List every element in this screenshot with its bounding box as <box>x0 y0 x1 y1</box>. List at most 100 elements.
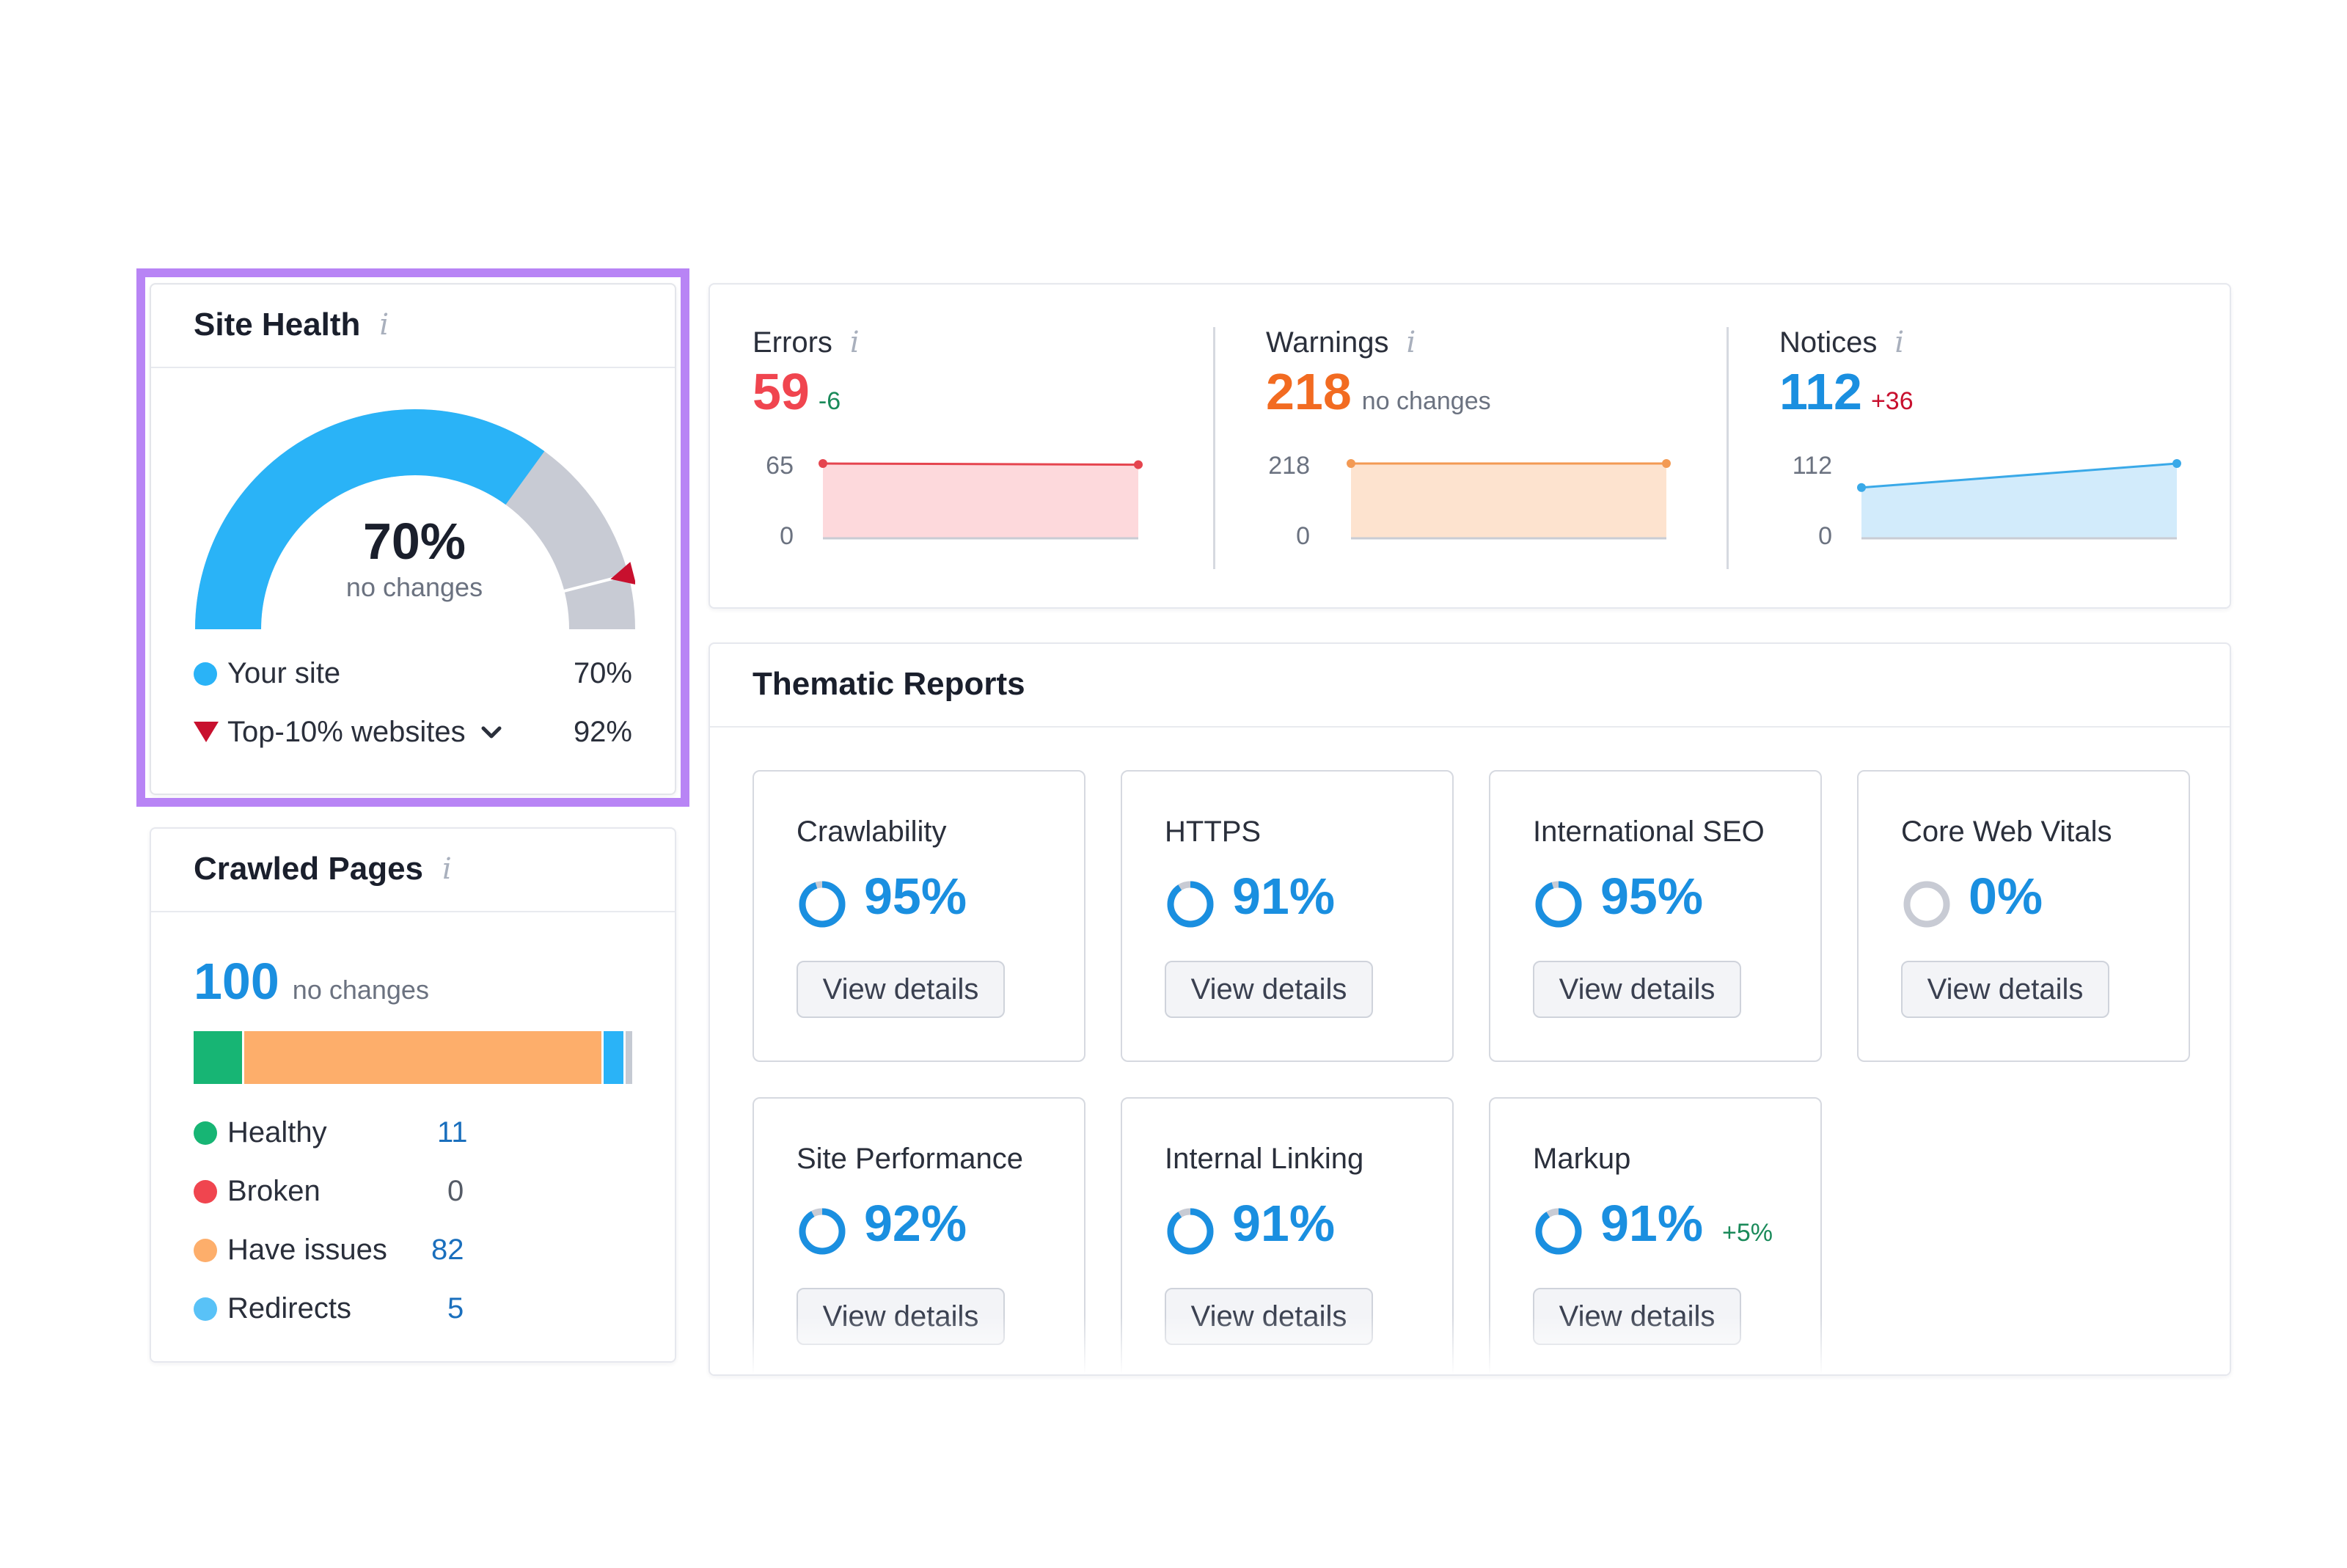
report-title: Markup <box>1533 1143 1631 1175</box>
legend-healthy-value[interactable]: 11 <box>437 1116 468 1148</box>
crawled-pages-total[interactable]: 100 <box>194 953 279 1010</box>
legend-have-issues[interactable]: Have issues <box>194 1234 387 1267</box>
crawl-bar-segment-other[interactable] <box>623 1031 632 1084</box>
legend-your-site: Your site <box>194 657 340 690</box>
fade-overlay <box>151 1332 675 1361</box>
report-score[interactable]: 0% <box>1969 868 2043 925</box>
notices-sparkline <box>1857 459 2181 540</box>
progress-ring-icon <box>799 1208 846 1255</box>
info-icon[interactable]: i <box>849 326 860 359</box>
report-score[interactable]: 92% <box>864 1195 967 1252</box>
report-score[interactable]: 95% <box>864 868 967 925</box>
sparkline-point[interactable] <box>819 459 827 468</box>
progress-ring-fill <box>1535 881 1582 928</box>
legend-top10[interactable]: Top-10% websites <box>194 716 502 749</box>
notices-widget[interactable]: Notices i 112 +36 112 0 <box>1779 326 2219 575</box>
crawl-bar-segment-have-issues[interactable] <box>241 1031 602 1084</box>
sparkline-point[interactable] <box>1662 459 1671 468</box>
crawled-pages-card: Crawled Pages i 100 no changes Healthy 1… <box>150 827 676 1363</box>
progress-ring-icon <box>1167 881 1214 928</box>
progress-ring-track <box>1903 881 1950 928</box>
errors-label: Errors <box>753 326 832 359</box>
legend-label: Redirects <box>227 1292 351 1325</box>
legend-redirects[interactable]: Redirects <box>194 1292 351 1325</box>
notices-value[interactable]: 112 <box>1779 363 1862 420</box>
info-icon[interactable]: i <box>1894 326 1905 359</box>
your-site-dot <box>194 662 217 686</box>
progress-ring-icon <box>1167 1208 1214 1255</box>
sparkline-area <box>1351 464 1666 538</box>
report-card-international-seo[interactable]: International SEO 95% View details <box>1489 770 1822 1062</box>
report-title: Core Web Vitals <box>1901 816 2112 848</box>
errors-axis-max: 65 <box>766 452 794 480</box>
warnings-widget[interactable]: Warnings i 218 no changes 218 0 <box>1266 326 1706 575</box>
report-score[interactable]: 95% <box>1600 868 1704 925</box>
triangle-down-icon <box>610 562 635 585</box>
legend-have-issues-value[interactable]: 82 <box>431 1234 464 1266</box>
sparkline-point[interactable] <box>1134 460 1143 469</box>
column-divider <box>1727 327 1729 569</box>
report-score[interactable]: 91% <box>1232 1195 1336 1252</box>
sparkline-point[interactable] <box>1347 459 1355 468</box>
notices-label: Notices <box>1779 326 1878 359</box>
legend-label: Your site <box>227 657 341 689</box>
legend-redirects-value[interactable]: 5 <box>447 1292 464 1325</box>
report-title: International SEO <box>1533 816 1765 848</box>
site-health-change: no changes <box>345 572 483 602</box>
progress-ring-fill <box>1167 881 1214 928</box>
column-divider <box>1213 327 1215 569</box>
errors-value[interactable]: 59 <box>753 363 810 420</box>
legend-broken-value: 0 <box>447 1175 464 1207</box>
report-title: HTTPS <box>1165 816 1262 848</box>
report-delta: +5% <box>1722 1219 1773 1247</box>
warnings-label: Warnings <box>1266 326 1389 359</box>
view-details-button[interactable]: View details <box>1165 961 1373 1018</box>
thematic-reports-card: Thematic Reports Crawlability 95% View det… <box>709 642 2231 1376</box>
progress-ring-fill <box>799 1208 846 1255</box>
thematic-reports-title: Thematic Reports <box>753 666 1025 702</box>
divider <box>151 367 675 368</box>
progress-ring-icon <box>1903 881 1950 928</box>
crawl-bar-segment-redirects[interactable] <box>601 1031 624 1084</box>
site-health-title: Site Health <box>194 307 361 342</box>
progress-ring-icon <box>799 881 846 928</box>
legend-label: Healthy <box>227 1116 327 1148</box>
sparkline-line <box>822 462 1139 466</box>
report-title: Internal Linking <box>1165 1143 1364 1175</box>
healthy-dot <box>194 1121 217 1145</box>
view-details-button[interactable]: View details <box>1533 961 1741 1018</box>
info-icon[interactable]: i <box>1406 326 1416 359</box>
view-details-button[interactable]: View details <box>1901 961 2109 1018</box>
report-title: Site Performance <box>797 1143 1024 1175</box>
errors-widget[interactable]: Errors i 59 -6 65 0 <box>753 326 1193 575</box>
sparkline-point[interactable] <box>2172 459 2181 468</box>
progress-ring-fill <box>799 881 846 928</box>
legend-label: Broken <box>227 1175 321 1207</box>
legend-broken[interactable]: Broken <box>194 1175 321 1208</box>
report-score[interactable]: 91% <box>1232 868 1336 925</box>
warnings-value[interactable]: 218 <box>1266 363 1352 420</box>
notices-axis-max: 112 <box>1792 452 1832 480</box>
chevron-down-icon[interactable] <box>480 722 502 744</box>
view-details-button[interactable]: View details <box>797 961 1005 1018</box>
issues-card: Errors i 59 -6 65 0 Warnings i 218 no ch… <box>709 283 2231 609</box>
progress-ring-fill <box>1535 1208 1582 1255</box>
report-card-https[interactable]: HTTPS 91% View details <box>1121 770 1454 1062</box>
report-score[interactable]: 91% <box>1600 1195 1704 1252</box>
progress-ring-icon <box>1535 1208 1582 1255</box>
have-issues-dot <box>194 1238 217 1262</box>
sparkline-line <box>1861 462 2178 489</box>
info-icon[interactable]: i <box>442 852 452 886</box>
broken-dot <box>194 1179 217 1204</box>
report-card-crawlability[interactable]: Crawlability 95% View details <box>753 770 1085 1062</box>
redirects-dot <box>194 1297 217 1321</box>
sparkline-area <box>823 464 1138 538</box>
info-icon[interactable]: i <box>379 308 389 342</box>
legend-healthy[interactable]: Healthy <box>194 1116 327 1149</box>
crawl-bar-segment-healthy[interactable] <box>194 1031 242 1084</box>
errors-delta: -6 <box>818 387 841 415</box>
sparkline-point[interactable] <box>1857 483 1866 492</box>
crawled-pages-bar[interactable] <box>194 1031 632 1084</box>
report-card-core-web-vitals[interactable]: Core Web Vitals 0% View details <box>1857 770 2190 1062</box>
crawled-pages-title: Crawled Pages <box>194 851 424 887</box>
